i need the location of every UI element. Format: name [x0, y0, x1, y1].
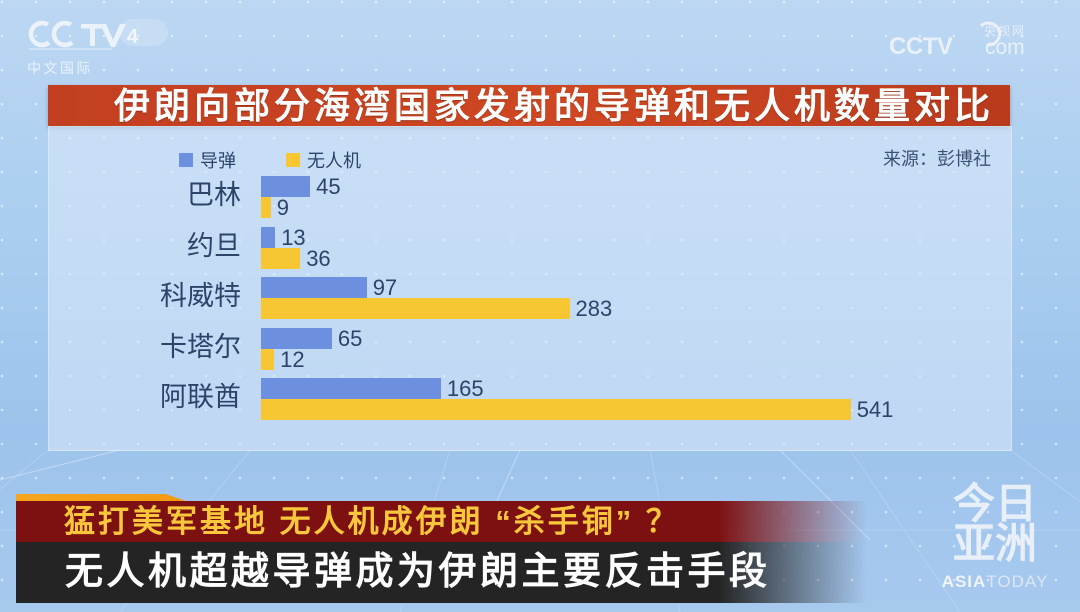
svg-text:4: 4 — [127, 26, 139, 48]
svg-text:CCTV: CCTV — [889, 33, 953, 60]
svg-text:亚洲: 亚洲 — [953, 520, 1037, 567]
svg-text:com: com — [985, 36, 1025, 59]
